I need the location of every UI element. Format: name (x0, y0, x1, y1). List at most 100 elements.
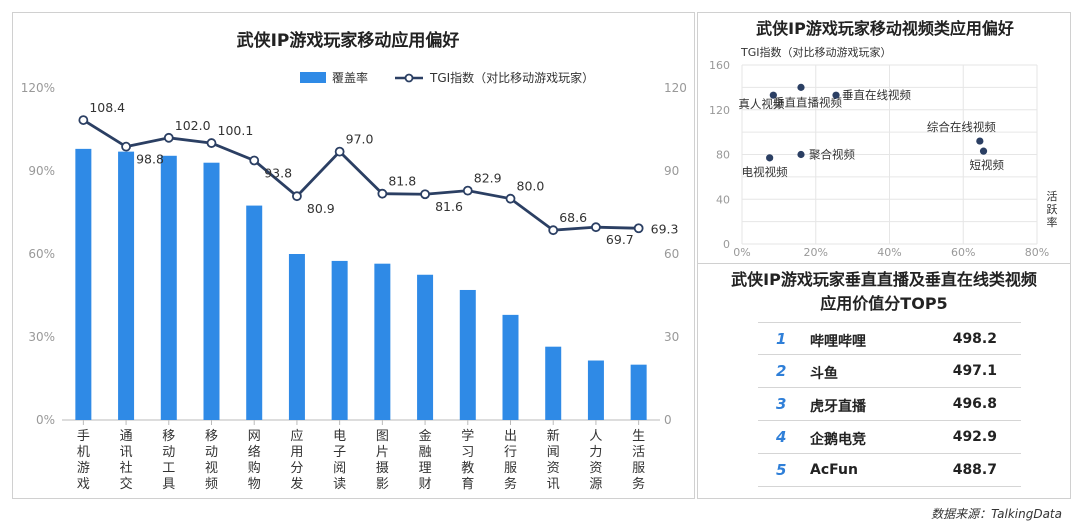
tgi-data-label: 100.1 (218, 123, 254, 138)
scatter-point (769, 91, 777, 99)
legend-bar-swatch (300, 72, 326, 83)
coverage-bar (331, 260, 348, 420)
tgi-data-label: 98.8 (136, 152, 164, 167)
ranking-app-name: 斗鱼 (810, 366, 838, 382)
scatter-point-label: 垂直在线视频 (842, 88, 911, 102)
ranking-app-name: 哔哩哔哩 (810, 334, 866, 350)
category-label: 电子阅读 (333, 429, 346, 492)
category-label: 新闻资讯 (547, 428, 560, 492)
category-label: 学习教育 (461, 428, 474, 492)
tgi-data-label: 108.4 (89, 100, 125, 115)
legend-bar-label: 覆盖率 (332, 70, 368, 85)
scatter-axes: 0 40 80 120 160 0% 20% 40% 60% 80% (709, 59, 1049, 259)
tgi-point (462, 185, 473, 196)
coverage-bar (630, 364, 647, 420)
ranking-app-name: AcFun (810, 462, 858, 478)
right-tick-label: 120 (664, 81, 687, 95)
scatter-xtick: 40% (877, 246, 901, 259)
scatter-ytick: 160 (709, 59, 730, 72)
scatter-point-label: 真人视频 (738, 97, 784, 111)
scatter-grid (741, 64, 1038, 245)
tgi-data-label: 81.6 (435, 199, 463, 214)
scatter-point (832, 91, 840, 99)
tgi-data-label: 93.8 (264, 165, 292, 180)
coverage-bar (587, 360, 604, 420)
category-label: 移动视频 (205, 429, 218, 492)
coverage-bar (75, 148, 92, 420)
scatter-xtick: 80% (1025, 246, 1049, 259)
tgi-point (377, 188, 388, 199)
coverage-bar (417, 274, 434, 420)
ranking-value: 492.9 (952, 429, 997, 445)
scatter-point (766, 154, 774, 162)
scatter-ytick: 80 (716, 149, 730, 162)
category-labels: 手机游戏 通讯社交 移动工具 移动视频 网络购物 应用分发 电子阅读 图片摄影 金融理财 学习教育… (77, 420, 645, 492)
tgi-line-series: 108.4 98.8 102.0 100.1 93.8 80.9 97.0 81.8 81.6 8… (78, 100, 679, 247)
ranking-title-line1: 武侠IP游戏玩家垂直直播及垂直在线类视频 (731, 270, 1037, 289)
legend-line-label: TGI指数（对比移动游戏玩家） (429, 70, 594, 85)
scatter-point-label: 垂直直播视频 (773, 95, 842, 109)
ranking-rank: 1 (776, 330, 787, 348)
tgi-data-label: 69.7 (606, 232, 634, 247)
scatter-ytick: 120 (709, 104, 730, 117)
scatter-ylabel: TGI指数（对比移动游戏玩家） (740, 45, 892, 59)
coverage-bar (502, 314, 519, 420)
coverage-bar (160, 155, 177, 421)
left-tick-label: 60% (28, 247, 55, 261)
tgi-data-label: 97.0 (346, 132, 374, 147)
right-y-axis: 0 30 60 90 120 (664, 81, 687, 427)
left-tick-label: 0% (36, 413, 55, 427)
scatter-point-label: 聚合视频 (809, 148, 855, 162)
legend-line-marker (404, 73, 414, 83)
scatter-xtick: 20% (804, 246, 828, 259)
right-panel (697, 12, 1071, 499)
scatter-point-label: 综合在线视频 (927, 120, 996, 134)
category-label: 金融理财 (419, 428, 432, 492)
tgi-point (633, 223, 644, 234)
tgi-point (249, 155, 260, 166)
tgi-data-label: 81.8 (388, 174, 416, 189)
coverage-bars (75, 148, 647, 421)
category-label: 网络购物 (248, 429, 261, 492)
category-label: 图片摄影 (376, 429, 389, 492)
tgi-data-label: 68.6 (559, 210, 587, 225)
tgi-point (206, 138, 217, 148)
ranking-title-line2: 应用价值分TOP5 (820, 294, 948, 313)
data-source: 数据来源：TalkingData (931, 507, 1062, 521)
left-tick-label: 90% (28, 164, 55, 178)
ranking-value: 488.7 (952, 462, 997, 478)
tgi-point (591, 222, 601, 233)
tgi-point (292, 191, 302, 202)
tgi-point (548, 225, 559, 236)
ranking-row: 2 斗鱼 497.1 (758, 355, 1021, 388)
category-label: 出行服务 (504, 429, 517, 492)
ranking-rank: 2 (776, 362, 787, 380)
scatter-xlabel: 活跃率 (1047, 190, 1058, 229)
right-tick-label: 60 (664, 247, 679, 261)
tgi-data-label: 69.3 (651, 221, 679, 236)
coverage-bar (545, 346, 562, 420)
scatter-point-label: 短视频 (970, 158, 1005, 172)
scatter-point-label: 电视视频 (742, 165, 788, 179)
ranking-row: 1 哔哩哔哩 498.2 (758, 322, 1021, 355)
coverage-bar (203, 162, 220, 420)
category-label: 通讯社交 (120, 429, 133, 492)
category-label: 移动工具 (162, 429, 175, 492)
ranking-table: 1 哔哩哔哩 498.2 2 斗鱼 497.1 3 虎牙直播 496.8 4 企鹅电竞 492.9 5 A… (758, 322, 1021, 487)
tgi-data-label: 82.9 (474, 171, 502, 186)
ranking-row: 4 企鹅电竞 492.9 (758, 421, 1021, 454)
right-tick-label: 90 (664, 164, 679, 178)
tgi-data-label: 80.9 (307, 201, 335, 216)
ranking-row: 3 虎牙直播 496.8 (758, 388, 1021, 421)
category-label: 应用分发 (290, 428, 303, 492)
right-tick-label: 30 (664, 330, 679, 344)
tgi-point (420, 189, 430, 200)
category-label: 手机游戏 (77, 429, 90, 492)
ranking-rank: 5 (776, 461, 787, 479)
tgi-point (334, 146, 345, 157)
ranking-app-name: 企鹅电竞 (810, 432, 866, 448)
tgi-point (505, 193, 516, 204)
scatter-ytick: 0 (723, 238, 730, 251)
ranking-value: 497.1 (952, 363, 997, 379)
